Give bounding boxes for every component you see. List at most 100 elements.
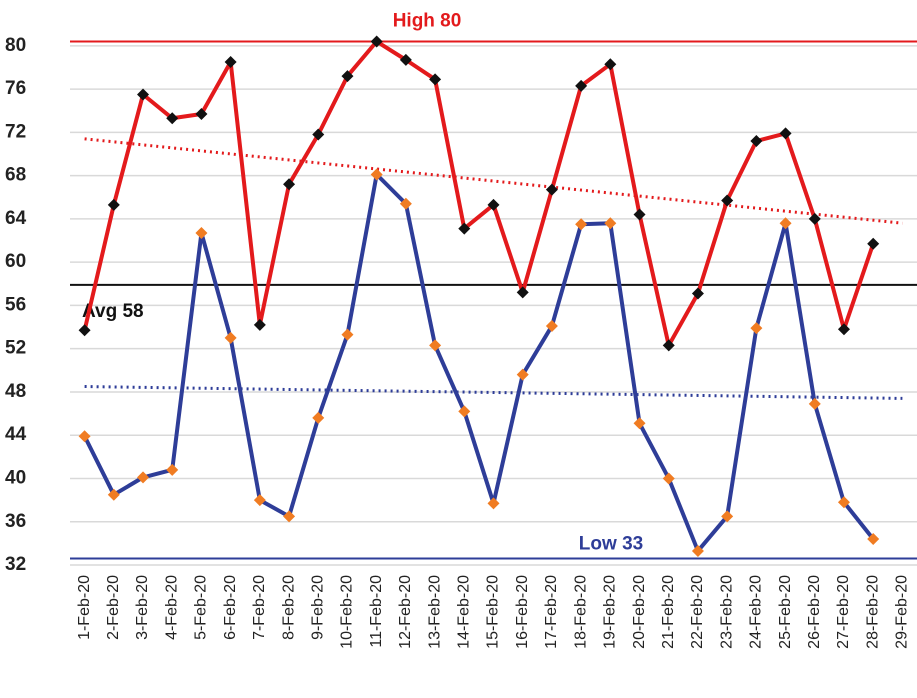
x-tick-label: 20-Feb-20 — [631, 575, 648, 649]
marker — [867, 533, 880, 546]
y-tick-label: 60 — [5, 251, 26, 272]
marker — [458, 222, 471, 235]
reference-label: High 80 — [393, 11, 462, 32]
y-tick-label: 72 — [5, 121, 26, 142]
marker — [487, 497, 500, 510]
x-tick-label: 4-Feb-20 — [163, 575, 180, 640]
marker — [399, 53, 412, 66]
y-tick-label: 52 — [5, 338, 26, 359]
marker — [604, 217, 617, 230]
y-tick-label: 32 — [5, 554, 26, 575]
marker — [633, 208, 646, 221]
marker — [107, 198, 120, 211]
x-tick-label: 13-Feb-20 — [426, 575, 443, 649]
marker — [808, 397, 821, 410]
marker — [224, 56, 237, 69]
y-tick-label: 76 — [5, 78, 26, 99]
marker — [370, 35, 383, 48]
marker — [429, 339, 442, 352]
x-tick-label: 23-Feb-20 — [718, 575, 735, 649]
marker — [487, 198, 500, 211]
y-tick-label: 68 — [5, 165, 26, 186]
x-tick-label: 17-Feb-20 — [543, 575, 560, 649]
x-tick-label: 26-Feb-20 — [806, 575, 823, 649]
x-tick-label: 15-Feb-20 — [485, 575, 502, 649]
marker — [370, 168, 383, 181]
y-tick-label: 80 — [5, 35, 26, 56]
marker — [195, 226, 208, 239]
marker — [312, 411, 325, 424]
marker — [633, 417, 646, 430]
x-tick-label: 12-Feb-20 — [397, 575, 414, 649]
y-tick-label: 56 — [5, 294, 26, 315]
marker — [779, 127, 792, 140]
marker — [837, 496, 850, 509]
marker — [166, 112, 179, 125]
x-tick-label: 3-Feb-20 — [134, 575, 151, 640]
trend-line — [84, 385, 903, 400]
marker — [721, 510, 734, 523]
marker — [691, 287, 704, 300]
marker — [341, 328, 354, 341]
trend-line — [84, 137, 903, 225]
marker — [137, 471, 150, 484]
reference-label: Low 33 — [579, 534, 643, 555]
marker — [283, 178, 296, 191]
marker — [837, 323, 850, 336]
marker — [604, 58, 617, 71]
x-tick-label: 22-Feb-20 — [689, 575, 706, 649]
x-tick-label: 28-Feb-20 — [864, 575, 881, 649]
x-tick-label: 2-Feb-20 — [105, 575, 122, 640]
marker — [750, 322, 763, 335]
marker — [137, 88, 150, 101]
x-tick-label: 19-Feb-20 — [602, 575, 619, 649]
marker — [78, 430, 91, 443]
marker — [867, 237, 880, 250]
marker — [575, 218, 588, 231]
marker — [516, 368, 529, 381]
x-tick-label: 14-Feb-20 — [456, 575, 473, 649]
x-tick-label: 24-Feb-20 — [748, 575, 765, 649]
marker — [107, 488, 120, 501]
x-tick-label: 21-Feb-20 — [660, 575, 677, 649]
marker — [808, 212, 821, 225]
x-tick-label: 9-Feb-20 — [309, 575, 326, 640]
marker — [662, 339, 675, 352]
x-tick-label: 6-Feb-20 — [222, 575, 239, 640]
x-tick-label: 8-Feb-20 — [280, 575, 297, 640]
marker — [341, 70, 354, 83]
x-tick-label: 29-Feb-20 — [894, 575, 911, 649]
marker — [78, 324, 91, 337]
marker — [283, 510, 296, 523]
x-tick-label: 25-Feb-20 — [777, 575, 794, 649]
marker — [691, 544, 704, 557]
marker — [253, 494, 266, 507]
marker — [458, 405, 471, 418]
marker — [750, 135, 763, 147]
marker — [399, 197, 412, 210]
x-tick-label: 11-Feb-20 — [368, 575, 385, 648]
y-tick-label: 44 — [5, 424, 27, 445]
marker — [195, 107, 208, 120]
y-tick-label: 40 — [5, 467, 26, 488]
marker — [721, 194, 734, 207]
x-tick-label: 1-Feb-20 — [76, 575, 93, 640]
marker — [779, 217, 792, 230]
series-line — [82, 39, 876, 348]
x-tick-label: 27-Feb-20 — [835, 575, 852, 649]
series-line — [82, 172, 875, 553]
marker — [166, 463, 179, 476]
marker — [312, 128, 325, 141]
marker — [253, 318, 266, 331]
marker — [545, 183, 558, 196]
marker — [224, 331, 237, 344]
y-tick-label: 36 — [5, 511, 26, 532]
y-tick-label: 64 — [5, 208, 27, 229]
x-tick-label: 7-Feb-20 — [251, 575, 268, 640]
y-tick-label: 48 — [5, 381, 26, 402]
x-tick-label: 18-Feb-20 — [572, 575, 589, 649]
marker — [575, 79, 588, 92]
x-tick-label: 5-Feb-20 — [193, 575, 210, 640]
reference-label: Avg 58 — [82, 301, 144, 322]
